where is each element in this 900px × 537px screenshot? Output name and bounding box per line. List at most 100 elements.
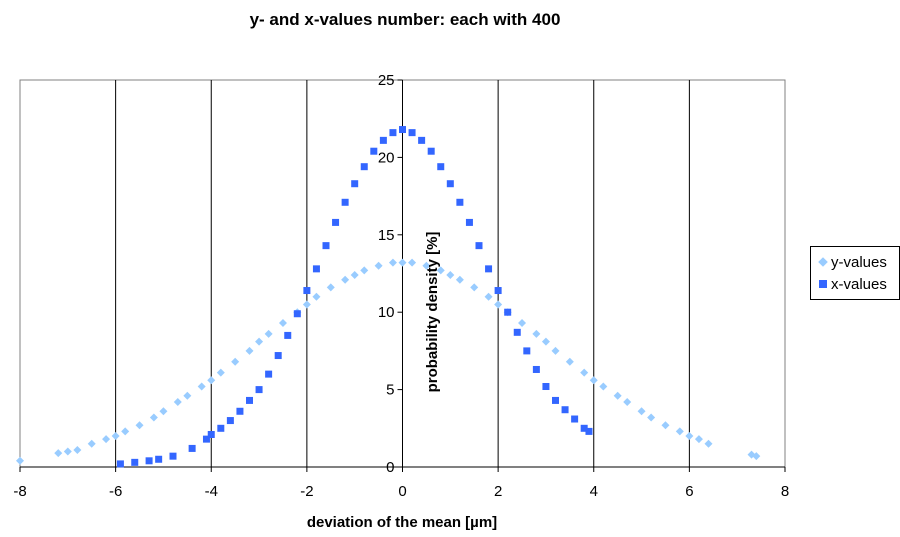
data-point-y-values: [302, 300, 311, 309]
data-point-y-values: [173, 397, 182, 406]
data-point-y-values: [278, 319, 287, 328]
square-marker-icon: [819, 280, 827, 288]
data-point-x-values: [437, 163, 445, 171]
data-point-x-values: [131, 458, 139, 466]
data-point-x-values: [155, 455, 163, 463]
data-point-y-values: [111, 432, 120, 441]
data-point-x-values: [523, 347, 531, 355]
data-point-y-values: [374, 261, 383, 270]
data-point-x-values: [303, 287, 311, 295]
data-point-x-values: [202, 435, 210, 443]
data-point-x-values: [116, 460, 124, 468]
y-tick-labels: 0 5 10 15 20 25: [378, 72, 395, 476]
data-point-y-values: [197, 382, 206, 391]
x-tick-label: -8: [13, 483, 26, 500]
data-point-y-values: [135, 421, 144, 430]
data-point-x-values: [312, 265, 320, 273]
data-point-y-values: [87, 439, 96, 448]
data-point-y-values: [398, 258, 407, 267]
data-point-y-values: [149, 413, 158, 422]
x-tick-label: 2: [494, 483, 502, 500]
data-point-x-values: [284, 331, 292, 339]
series-x-values: [116, 126, 593, 468]
data-point-y-values: [231, 357, 240, 366]
data-point-y-values: [312, 292, 321, 301]
data-point-y-values: [685, 432, 694, 441]
data-point-x-values: [226, 417, 234, 425]
data-point-y-values: [54, 449, 63, 458]
data-point-y-values: [207, 376, 216, 385]
data-point-x-values: [255, 386, 263, 394]
data-point-x-values: [274, 352, 282, 360]
chart-plot-svg: -8 -6 -4 -2 0 2 4 6 8 0 5 10 15 20 25 probability den…: [13, 72, 789, 531]
y-tick-label: 10: [378, 304, 395, 321]
data-point-y-values: [102, 435, 111, 444]
legend-item-y-values: y-values: [818, 253, 887, 271]
x-tick-label: 8: [781, 483, 789, 500]
data-point-y-values: [484, 292, 493, 301]
data-point-y-values: [494, 300, 503, 309]
x-tick-labels: -8 -6 -4 -2 0 2 4 6 8: [13, 483, 789, 500]
data-point-x-values: [542, 383, 550, 391]
x-axis-title: deviation of the mean [µm]: [307, 514, 497, 531]
data-point-y-values: [704, 439, 713, 448]
data-point-y-values: [694, 435, 703, 444]
data-point-y-values: [661, 421, 670, 430]
data-point-x-values: [465, 218, 473, 226]
legend-label-y-values: y-values: [831, 253, 887, 271]
diamond-marker-icon: [818, 257, 828, 267]
data-point-x-values: [332, 218, 340, 226]
data-point-y-values: [360, 266, 369, 275]
data-point-x-values: [379, 136, 387, 144]
data-point-x-values: [246, 396, 253, 404]
y-tick-label: 0: [386, 459, 394, 476]
data-point-y-values: [647, 413, 656, 422]
y-tick-label: 25: [378, 72, 395, 89]
data-point-y-values: [436, 266, 445, 275]
data-point-x-values: [475, 242, 483, 250]
x-tick-label: 6: [685, 483, 693, 500]
y-axis-title: probability density [%]: [424, 232, 441, 393]
chart-title: y- and x-values number: each with 400: [249, 10, 561, 29]
data-point-y-values: [73, 445, 82, 454]
data-point-x-values: [580, 424, 588, 432]
data-point-x-values: [418, 136, 426, 144]
data-point-y-values: [341, 275, 350, 284]
data-point-x-values: [217, 424, 225, 432]
data-point-x-values: [370, 147, 378, 155]
data-point-y-values: [350, 271, 359, 280]
y-tick-label: 20: [378, 149, 395, 166]
axes: [19, 79, 786, 472]
data-point-y-values: [16, 456, 24, 465]
data-point-x-values: [571, 415, 579, 423]
data-point-x-values: [236, 407, 244, 415]
data-point-x-values: [145, 457, 153, 465]
x-tick-label: 0: [398, 483, 406, 500]
series-layer: [16, 126, 761, 468]
legend-item-x-values: x-values: [819, 275, 887, 293]
series-y-values: [16, 258, 761, 465]
data-point-x-values: [552, 396, 559, 404]
data-point-x-values: [561, 406, 569, 414]
data-point-x-values: [585, 427, 593, 435]
data-point-x-values: [188, 444, 196, 452]
data-point-x-values: [408, 129, 416, 137]
data-point-x-values: [341, 198, 349, 206]
data-point-y-values: [589, 376, 598, 385]
data-point-y-values: [551, 346, 560, 355]
data-point-y-values: [63, 447, 72, 456]
legend: y-values x-values: [810, 246, 900, 300]
x-tick-label: -2: [300, 483, 313, 500]
data-point-x-values: [265, 370, 273, 378]
data-point-x-values: [494, 287, 502, 295]
x-tick-label: -6: [109, 483, 122, 500]
legend-label-x-values: x-values: [831, 275, 887, 293]
y-tick-label: 5: [386, 382, 394, 399]
data-point-y-values: [599, 382, 608, 391]
data-point-x-values: [504, 308, 512, 316]
data-point-y-values: [752, 452, 761, 461]
data-point-x-values: [427, 147, 435, 155]
data-point-x-values: [532, 365, 540, 373]
data-point-x-values: [351, 180, 359, 188]
data-point-y-values: [613, 391, 622, 400]
